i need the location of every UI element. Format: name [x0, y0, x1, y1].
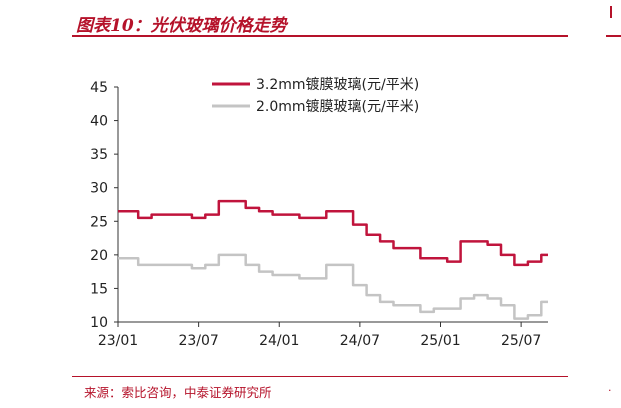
- y-tick-label: 45: [90, 80, 108, 96]
- adjacent-figure-edge: [610, 6, 620, 18]
- series-line-2-0mm: [118, 253, 548, 320]
- series-lines: [118, 199, 548, 320]
- x-tick-label: 25/07: [501, 333, 541, 349]
- x-tick-label: 23/01: [98, 333, 138, 349]
- x-tick-label: 24/01: [259, 333, 299, 349]
- y-tick-label: 30: [90, 181, 108, 197]
- y-tick-label: 20: [90, 248, 108, 264]
- y-tick-label: 25: [90, 214, 108, 230]
- series-line-3-2mm: [118, 199, 548, 267]
- x-tick-label: 25/01: [420, 333, 460, 349]
- y-tick-label: 40: [90, 114, 108, 130]
- title-rule: [72, 35, 568, 37]
- y-tick-label: 15: [90, 281, 108, 297]
- x-tick-label: 23/07: [178, 333, 218, 349]
- y-tick-label: 35: [90, 147, 108, 163]
- x-axis: 23/01 23/07 24/01 24/07 25/01 25/07: [98, 321, 548, 349]
- y-tick-label: 10: [90, 315, 108, 331]
- source-rule: [72, 376, 568, 377]
- legend-label-3-2mm: 3.2mm镀膜玻璃(元/平米): [256, 76, 419, 93]
- adjacent-figure-mark: ·: [608, 384, 612, 397]
- legend-label-2-0mm: 2.0mm镀膜玻璃(元/平米): [256, 98, 419, 115]
- chart-legend: 3.2mm镀膜玻璃(元/平米) 2.0mm镀膜玻璃(元/平米): [212, 76, 419, 115]
- figure-title: 图表10：光伏玻璃价格走势: [76, 16, 287, 36]
- title-rule-continuation: [606, 35, 621, 37]
- x-tick-label: 24/07: [340, 333, 380, 349]
- y-axis: 10 15 20 25 30 35 40 45: [90, 80, 119, 331]
- figure-source: 来源：索比咨询，中泰证券研究所: [84, 385, 272, 400]
